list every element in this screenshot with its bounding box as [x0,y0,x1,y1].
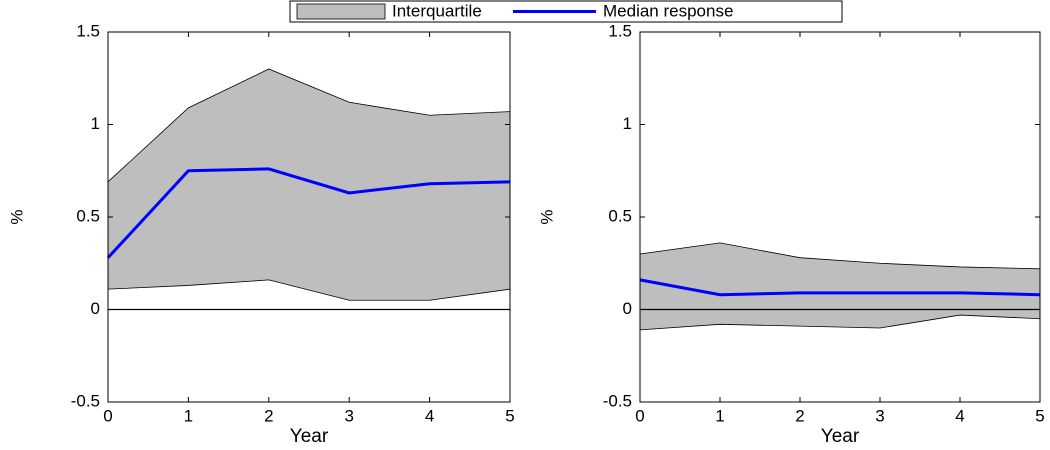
median-line [106,167,511,259]
y-tick-label: 0.5 [76,206,100,225]
x-tick-label: 1 [715,406,724,425]
legend-swatch [296,3,386,20]
x-tick-label: 3 [344,406,353,425]
y-axis-label: % [537,209,556,224]
y-tick-label: 0.5 [608,206,632,225]
x-tick-label: 3 [875,406,884,425]
x-axis-label: Year [821,426,860,447]
band-edge [639,314,1041,331]
median-line [639,278,1041,297]
x-axis-label: Year [290,426,329,447]
y-tick-label: -0.5 [603,391,632,410]
x-tick-label: 5 [1035,406,1044,425]
y-tick-label: 1.5 [76,21,100,40]
interquartile-band [108,69,510,301]
y-tick-label: 0 [91,299,100,318]
x-tick-label: 0 [103,406,112,425]
x-tick-label: 0 [635,406,644,425]
interquartile-band [640,242,1040,330]
y-tick-label: 1 [623,114,632,133]
x-tick-label: 1 [184,406,193,425]
y-axis-label: % [7,209,26,224]
x-tick-label: 4 [425,406,434,425]
x-tick-label: 2 [264,406,273,425]
legend-label: Median response [603,1,733,20]
x-tick-label: 5 [505,406,514,425]
plot-area [640,32,1040,402]
band-edge [639,242,1041,270]
y-tick-label: 1 [91,114,100,133]
y-tick-label: -0.5 [71,391,100,410]
x-tick-label: 4 [955,406,964,425]
legend-label: Interquartile [392,1,482,20]
band-edge [107,68,511,183]
y-tick-label: 1.5 [608,21,632,40]
x-tick-label: 2 [795,406,804,425]
y-tick-label: 0 [623,299,632,318]
band-edge [107,279,511,301]
